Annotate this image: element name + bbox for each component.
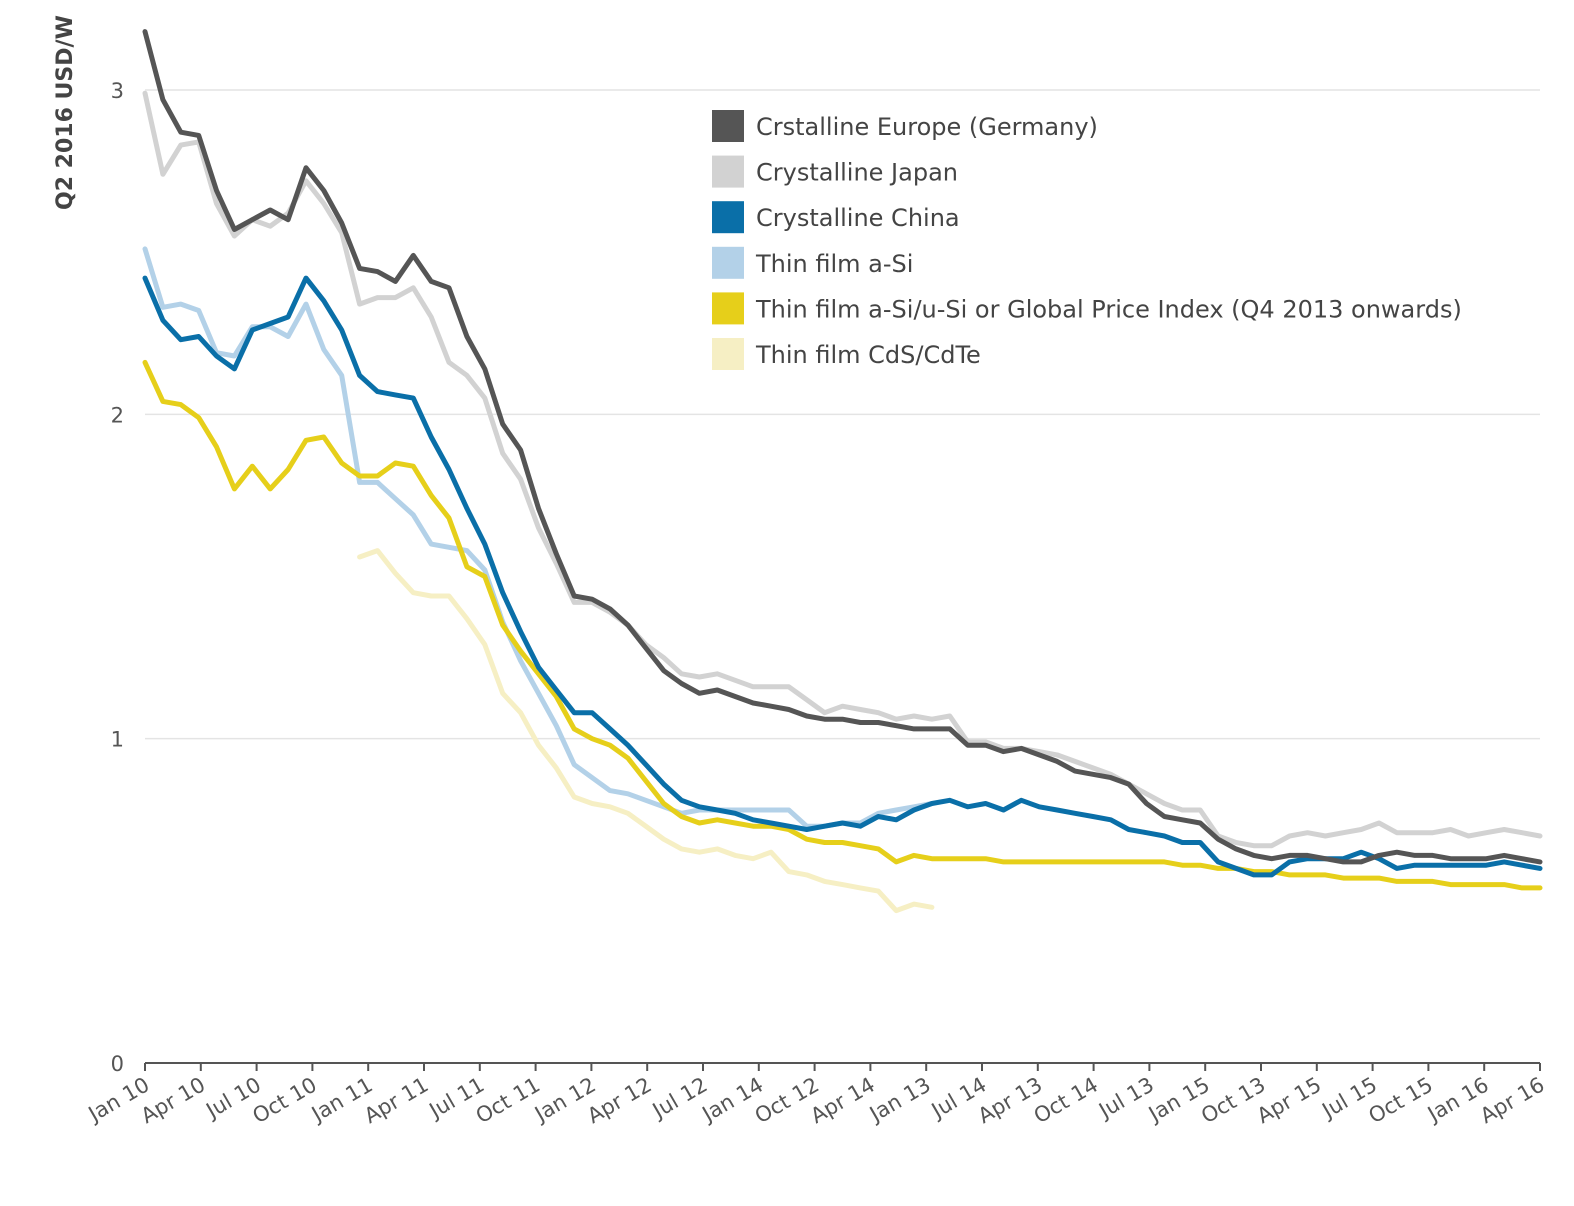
x-tick-label: Jul 13 [1093, 1073, 1158, 1124]
x-tick-label: Oct 15 [1365, 1073, 1437, 1129]
grid-lines [145, 89, 1540, 740]
series-line-5 [357, 548, 935, 914]
legend-label-0: Crstalline Europe (Germany) [756, 113, 1098, 141]
x-tick-label: Oct 10 [249, 1073, 321, 1129]
legend-swatch-2 [712, 201, 744, 234]
legend: Crstalline Europe (Germany) Crystalline J… [712, 110, 1462, 370]
legend-label-2: Crystalline China [756, 204, 960, 232]
y-tick-label: 2 [111, 403, 124, 427]
series-lines [142, 29, 1543, 914]
legend-swatch-3 [712, 246, 744, 279]
legend-swatch-0 [712, 110, 744, 142]
x-tick-label: Oct 11 [472, 1073, 544, 1129]
x-tick-label: Jan 13 [864, 1073, 935, 1128]
legend-label-4: Thin film a-Si/u-Si or Global Price Inde… [755, 295, 1462, 323]
series-line-1 [142, 90, 1543, 849]
legend-label-1: Crystalline Japan [756, 159, 958, 187]
series-line-3 [142, 246, 935, 829]
series-line-0 [142, 29, 1543, 865]
x-tick-label: Apr 13 [974, 1073, 1046, 1129]
legend-label-3: Thin film a-Si [755, 250, 913, 278]
x-tick-label: Apr 16 [1476, 1073, 1548, 1129]
y-tick-label: 3 [111, 79, 124, 103]
legend-swatch-1 [712, 155, 744, 188]
x-tick-label: Jul 12 [647, 1073, 712, 1124]
x-tick-label: Oct 12 [751, 1073, 823, 1129]
x-tick-label: Apr 14 [807, 1073, 879, 1129]
y-tick-label: 0 [111, 1052, 124, 1076]
legend-label-5: Thin film CdS/CdTe [755, 341, 981, 369]
x-tick-label: Apr 10 [137, 1073, 209, 1129]
y-axis-title: Q2 2016 USD/W [53, 15, 78, 210]
series-line-4 [142, 359, 1543, 891]
x-tick-label: Apr 11 [360, 1073, 432, 1129]
x-tick-label: Oct 14 [1030, 1073, 1102, 1129]
legend-swatch-5 [712, 338, 744, 370]
x-tick-label: Oct 13 [1197, 1073, 1269, 1129]
x-tick-label: Apr 15 [1253, 1073, 1325, 1129]
y-tick-label: 1 [111, 728, 124, 752]
legend-swatch-4 [712, 292, 744, 325]
x-tick-label: Apr 12 [583, 1073, 655, 1129]
series-line-2 [142, 275, 1543, 878]
